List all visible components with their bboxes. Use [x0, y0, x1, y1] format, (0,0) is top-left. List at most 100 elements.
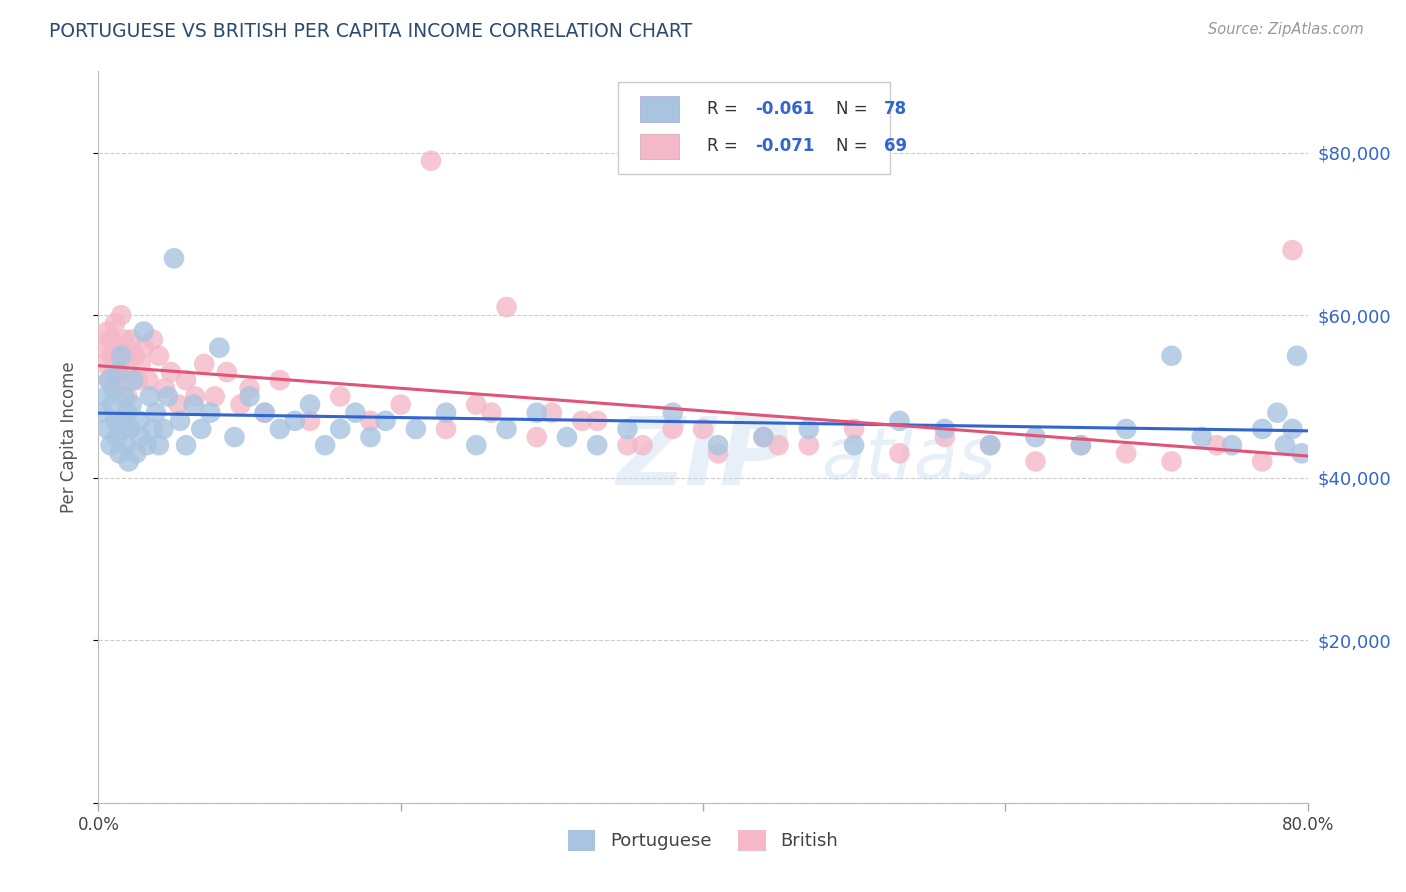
Point	[692, 422, 714, 436]
Point	[100, 438, 122, 452]
Point	[114, 438, 136, 452]
Point	[169, 414, 191, 428]
Point	[200, 406, 222, 420]
Point	[844, 422, 866, 436]
Point	[208, 341, 231, 355]
Point	[360, 430, 382, 444]
Point	[224, 430, 246, 444]
Point	[752, 430, 775, 444]
Point	[215, 365, 238, 379]
Point	[329, 389, 352, 403]
Point	[120, 422, 142, 436]
Text: Source: ZipAtlas.com: Source: ZipAtlas.com	[1208, 22, 1364, 37]
Point	[111, 373, 134, 387]
Point	[405, 422, 427, 436]
Point	[1251, 422, 1274, 436]
Point	[111, 422, 134, 436]
Point	[108, 357, 131, 371]
Text: -0.071: -0.071	[755, 137, 814, 155]
Point	[465, 398, 488, 412]
Point	[616, 438, 638, 452]
Point	[797, 422, 820, 436]
Point	[314, 438, 336, 452]
Point	[269, 373, 291, 387]
Point	[360, 414, 382, 428]
Point	[979, 438, 1001, 452]
Point	[101, 349, 124, 363]
Point	[374, 414, 396, 428]
Point	[1160, 349, 1182, 363]
Point	[118, 454, 141, 468]
Point	[115, 389, 138, 403]
Point	[934, 422, 956, 436]
Point	[239, 389, 262, 403]
Point	[495, 300, 517, 314]
Point	[104, 414, 127, 428]
Y-axis label: Per Capita Income: Per Capita Income	[59, 361, 77, 513]
Point	[979, 438, 1001, 452]
FancyBboxPatch shape	[640, 96, 679, 122]
Point	[114, 349, 136, 363]
Point	[1024, 430, 1046, 444]
Point	[193, 357, 215, 371]
Point	[110, 414, 132, 428]
Point	[163, 252, 186, 266]
Text: atlas: atlas	[821, 425, 995, 493]
Point	[129, 357, 152, 371]
Point	[299, 398, 322, 412]
Point	[616, 422, 638, 436]
Point	[434, 406, 457, 420]
Point	[96, 422, 118, 436]
Point	[420, 153, 443, 168]
Point	[434, 422, 457, 436]
Point	[167, 398, 190, 412]
Point	[152, 422, 174, 436]
Point	[96, 325, 118, 339]
Point	[121, 398, 143, 412]
Point	[98, 373, 121, 387]
Point	[112, 333, 135, 347]
Point	[1070, 438, 1092, 452]
Point	[1291, 446, 1313, 460]
Point	[135, 438, 157, 452]
Point	[465, 438, 488, 452]
Text: 69: 69	[884, 137, 907, 155]
Point	[156, 389, 179, 403]
Point	[112, 389, 135, 403]
Point	[103, 365, 125, 379]
Point	[110, 349, 132, 363]
Point	[661, 406, 683, 420]
Point	[752, 430, 775, 444]
Point	[253, 406, 276, 420]
Text: 78: 78	[884, 100, 907, 118]
Point	[190, 422, 212, 436]
Point	[91, 341, 114, 355]
Point	[103, 381, 125, 395]
Point	[139, 389, 162, 403]
Point	[495, 422, 517, 436]
Point	[94, 357, 117, 371]
Point	[526, 406, 548, 420]
Point	[1220, 438, 1243, 452]
Point	[284, 414, 307, 428]
Point	[1115, 446, 1137, 460]
Point	[329, 422, 352, 436]
Point	[132, 325, 155, 339]
FancyBboxPatch shape	[640, 134, 679, 159]
Point	[889, 414, 911, 428]
Point	[299, 414, 322, 428]
Point	[1191, 430, 1213, 444]
Point	[269, 422, 291, 436]
FancyBboxPatch shape	[619, 82, 890, 174]
Point	[160, 365, 183, 379]
Point	[110, 308, 132, 322]
Point	[661, 422, 683, 436]
Point	[1070, 438, 1092, 452]
Point	[142, 422, 165, 436]
Point	[107, 365, 129, 379]
Point	[124, 349, 146, 363]
Text: R =: R =	[707, 100, 742, 118]
Text: N =: N =	[837, 100, 873, 118]
Point	[571, 414, 593, 428]
Point	[481, 406, 503, 420]
